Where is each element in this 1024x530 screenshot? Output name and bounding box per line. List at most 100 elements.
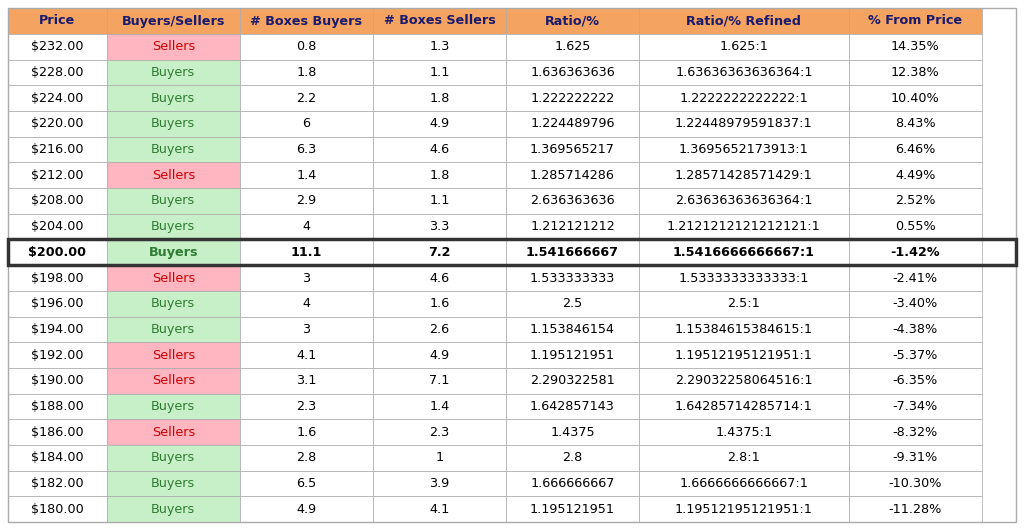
Bar — [106, 34, 240, 60]
Text: 4: 4 — [302, 297, 310, 310]
Text: $184.00: $184.00 — [31, 451, 84, 464]
Text: # Boxes Buyers: # Boxes Buyers — [251, 14, 362, 28]
Text: 4.9: 4.9 — [429, 117, 450, 130]
Text: 2.8: 2.8 — [296, 451, 316, 464]
Bar — [639, 137, 849, 162]
Bar — [849, 265, 982, 291]
Bar — [240, 60, 373, 85]
Text: $204.00: $204.00 — [31, 220, 84, 233]
Text: 4.1: 4.1 — [296, 349, 316, 361]
Text: 1.369565217: 1.369565217 — [530, 143, 615, 156]
Text: 3.9: 3.9 — [429, 477, 450, 490]
Text: 1.8: 1.8 — [296, 66, 316, 79]
Text: 2.5:1: 2.5:1 — [727, 297, 760, 310]
Text: Sellers: Sellers — [152, 169, 195, 182]
Bar — [849, 368, 982, 394]
Bar — [639, 214, 849, 240]
Bar — [639, 265, 849, 291]
Text: 2.3: 2.3 — [429, 426, 450, 439]
Bar — [506, 188, 639, 214]
Text: 2.29032258064516:1: 2.29032258064516:1 — [675, 374, 813, 387]
Text: 4.9: 4.9 — [296, 502, 316, 516]
Bar — [506, 111, 639, 137]
Text: Buyers: Buyers — [152, 400, 196, 413]
Text: 1.4: 1.4 — [296, 169, 316, 182]
Bar — [373, 291, 506, 316]
Bar — [106, 188, 240, 214]
Bar — [506, 240, 639, 265]
Text: 2.290322581: 2.290322581 — [530, 374, 614, 387]
Bar — [8, 265, 106, 291]
Bar — [240, 419, 373, 445]
Bar — [849, 291, 982, 316]
Text: 1.224489796: 1.224489796 — [530, 117, 614, 130]
Text: 2.8: 2.8 — [562, 451, 583, 464]
Text: 2.63636363636364:1: 2.63636363636364:1 — [675, 195, 812, 207]
Bar — [373, 162, 506, 188]
Bar — [106, 394, 240, 419]
Bar — [8, 162, 106, 188]
Bar — [106, 265, 240, 291]
Text: 1.222222222: 1.222222222 — [530, 92, 614, 105]
Bar — [373, 111, 506, 137]
Text: 2.2: 2.2 — [296, 92, 316, 105]
Bar — [240, 445, 373, 471]
Bar — [8, 445, 106, 471]
Text: Buyers: Buyers — [152, 451, 196, 464]
Text: 1.2222222222222:1: 1.2222222222222:1 — [680, 92, 808, 105]
Text: 0.8: 0.8 — [296, 40, 316, 54]
Bar — [106, 111, 240, 137]
Text: Sellers: Sellers — [152, 40, 195, 54]
Bar — [639, 8, 849, 34]
Text: $228.00: $228.00 — [31, 66, 84, 79]
Text: 1.63636363636364:1: 1.63636363636364:1 — [675, 66, 813, 79]
Text: $188.00: $188.00 — [31, 400, 84, 413]
Bar — [849, 419, 982, 445]
Bar — [506, 445, 639, 471]
Bar — [373, 188, 506, 214]
Text: 1.666666667: 1.666666667 — [530, 477, 614, 490]
Bar — [8, 419, 106, 445]
Bar — [240, 368, 373, 394]
Bar — [639, 445, 849, 471]
Bar — [373, 137, 506, 162]
Text: 3: 3 — [302, 323, 310, 336]
Bar — [506, 471, 639, 496]
Text: 2.6: 2.6 — [429, 323, 450, 336]
Text: $192.00: $192.00 — [31, 349, 84, 361]
Text: -6.35%: -6.35% — [893, 374, 938, 387]
Bar — [240, 265, 373, 291]
Bar — [8, 137, 106, 162]
Bar — [106, 214, 240, 240]
Bar — [506, 60, 639, 85]
Text: 1.8: 1.8 — [429, 169, 450, 182]
Bar — [639, 368, 849, 394]
Bar — [8, 368, 106, 394]
Text: Buyers: Buyers — [152, 220, 196, 233]
Bar — [240, 291, 373, 316]
Text: 7.2: 7.2 — [428, 246, 451, 259]
Text: 1.8: 1.8 — [429, 92, 450, 105]
Text: 6: 6 — [302, 117, 310, 130]
Text: 1.1: 1.1 — [429, 195, 450, 207]
Text: -11.28%: -11.28% — [889, 502, 942, 516]
Text: 4.49%: 4.49% — [895, 169, 935, 182]
Bar — [8, 60, 106, 85]
Bar — [373, 265, 506, 291]
Bar — [849, 60, 982, 85]
Text: Sellers: Sellers — [152, 271, 195, 285]
Bar — [849, 85, 982, 111]
Bar — [106, 496, 240, 522]
Bar — [106, 137, 240, 162]
Bar — [106, 291, 240, 316]
Bar — [8, 214, 106, 240]
Bar — [8, 394, 106, 419]
Bar — [506, 342, 639, 368]
Text: 3.1: 3.1 — [296, 374, 316, 387]
Text: 1.5333333333333:1: 1.5333333333333:1 — [679, 271, 809, 285]
Text: 1.1: 1.1 — [429, 66, 450, 79]
Bar — [106, 445, 240, 471]
Bar — [639, 496, 849, 522]
Bar — [8, 85, 106, 111]
Text: Buyers: Buyers — [152, 297, 196, 310]
